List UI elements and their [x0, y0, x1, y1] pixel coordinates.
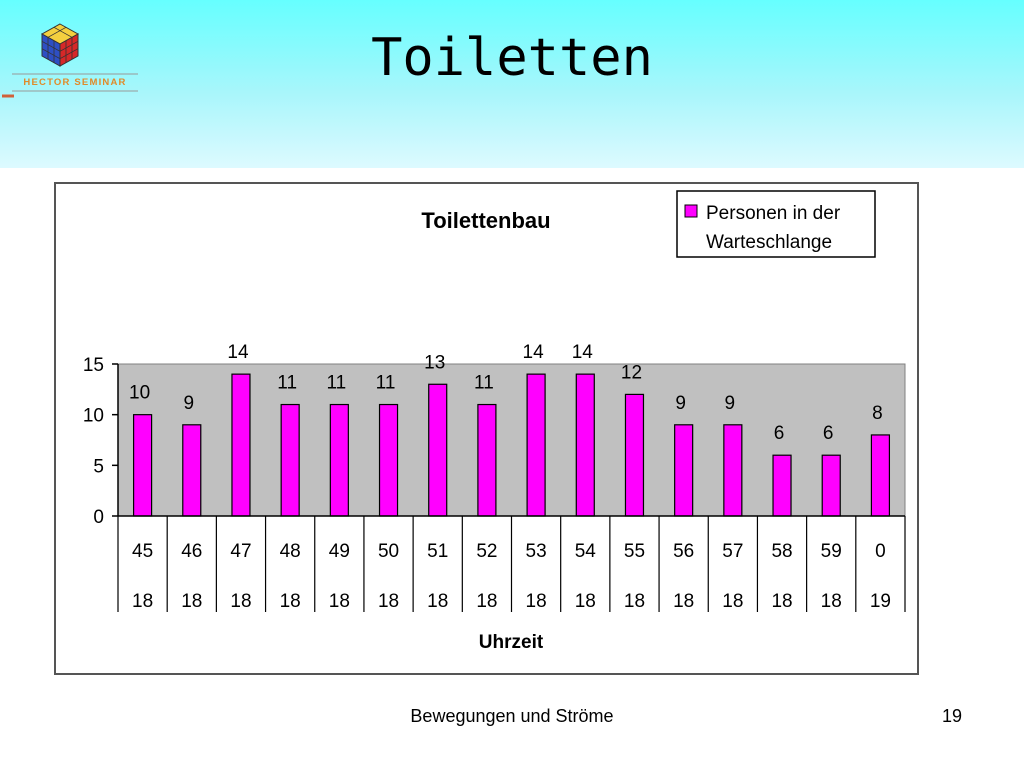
x-tick-label-minute: 57 — [722, 541, 743, 562]
bar — [182, 424, 202, 517]
bar — [231, 373, 251, 517]
x-tick-label-hour: 18 — [132, 591, 153, 612]
bar — [772, 454, 792, 517]
page-number: 19 — [941, 706, 962, 726]
x-tick-label-minute: 52 — [476, 541, 497, 562]
bar — [575, 373, 595, 517]
data-label: 9 — [675, 393, 686, 414]
logo-text: HECTOR SEMINAR — [23, 77, 126, 88]
x-tick-label-minute: 50 — [378, 541, 399, 562]
data-label: 14 — [572, 342, 594, 363]
chart-title: Toilettenbau — [421, 208, 550, 233]
bar — [624, 393, 645, 517]
x-tick-label-minute: 45 — [132, 541, 153, 562]
x-tick-label-minute: 51 — [427, 541, 448, 562]
bar — [280, 403, 300, 517]
legend: Personen in der Warteschlange — [676, 190, 876, 258]
legend-swatch — [684, 204, 698, 218]
x-tick-label-hour: 18 — [280, 591, 301, 612]
data-label: 14 — [227, 342, 249, 363]
x-tick-label-hour: 18 — [476, 591, 497, 612]
data-label: 10 — [129, 383, 150, 404]
bar — [870, 434, 891, 517]
bar — [723, 424, 743, 517]
bar — [329, 403, 349, 517]
bar — [526, 373, 546, 517]
bar — [132, 414, 153, 517]
x-tick-label-hour: 18 — [378, 591, 399, 612]
bar — [378, 403, 399, 517]
x-tick-label-hour: 18 — [427, 591, 448, 612]
data-label: 9 — [725, 393, 736, 414]
data-label: 6 — [823, 423, 834, 444]
y-tick-label: 5 — [93, 456, 104, 477]
x-tick-label-hour: 19 — [870, 591, 891, 612]
x-tick-label-minute: 46 — [181, 541, 202, 562]
footer-title: Bewegungen und Ströme — [410, 706, 614, 726]
x-tick-label-minute: 54 — [575, 541, 597, 562]
bar — [477, 403, 497, 517]
data-label: 11 — [277, 373, 297, 394]
x-tick-label-minute: 55 — [624, 541, 645, 562]
bar — [821, 454, 841, 517]
x-tick-label-hour: 18 — [575, 591, 596, 612]
legend-label-line-2: Warteschlange — [706, 232, 832, 253]
x-axis: 45 18 46 18 47 18 48 18 49 18 50 18 51 18 52 18 53 18 54 18… — [117, 515, 906, 612]
x-tick-label-hour: 18 — [771, 591, 792, 612]
data-label: 8 — [872, 403, 883, 424]
data-label: 11 — [376, 373, 396, 394]
x-tick-label-hour: 18 — [526, 591, 547, 612]
x-tick-label-hour: 18 — [673, 591, 694, 612]
x-tick-label-minute: 59 — [821, 541, 842, 562]
y-tick-label: 0 — [93, 507, 104, 528]
x-tick-label-minute: 49 — [329, 541, 350, 562]
x-tick-label-hour: 18 — [821, 591, 842, 612]
y-tick-label: 15 — [83, 355, 104, 376]
data-label: 11 — [326, 373, 346, 394]
x-tick-label-minute: 58 — [771, 541, 792, 562]
x-tick-label-hour: 18 — [329, 591, 350, 612]
y-tick-label: 10 — [83, 406, 104, 427]
x-tick-label-hour: 18 — [722, 591, 743, 612]
data-label: 14 — [523, 342, 545, 363]
slide-title: Toiletten — [371, 28, 653, 88]
bar — [674, 424, 694, 517]
data-label: 6 — [774, 423, 785, 444]
hector-seminar-logo: HECTOR SEMINAR — [2, 23, 138, 98]
x-tick-label-hour: 18 — [181, 591, 202, 612]
header-band — [0, 0, 1024, 168]
data-label: 9 — [183, 393, 194, 414]
bar-chart: Toilettenbau Personen in der Warteschlan… — [83, 190, 906, 653]
x-tick-label-minute: 56 — [673, 541, 694, 562]
x-axis-title: Uhrzeit — [479, 632, 544, 653]
x-tick-label-minute: 47 — [230, 541, 251, 562]
x-tick-label-minute: 0 — [875, 541, 886, 562]
x-tick-label-hour: 18 — [230, 591, 251, 612]
x-tick-label-minute: 53 — [526, 541, 547, 562]
data-label: 12 — [621, 362, 642, 383]
y-axis: 0 5 10 15 — [83, 355, 119, 528]
bar — [428, 383, 448, 517]
data-label: 13 — [424, 352, 445, 373]
x-tick-label-minute: 48 — [280, 541, 301, 562]
x-tick-label-hour: 18 — [624, 591, 645, 612]
data-label: 11 — [474, 373, 494, 394]
legend-label-line-1: Personen in der — [706, 203, 841, 224]
data-labels: 10 9 14 11 11 11 13 11 14 14 12 9 9 6 6 8 — [129, 342, 883, 444]
